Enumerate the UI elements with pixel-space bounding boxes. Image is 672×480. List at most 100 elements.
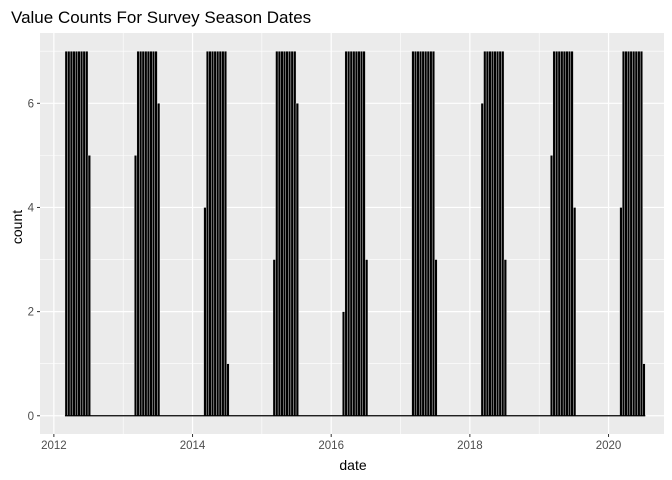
histogram-bar — [139, 51, 143, 416]
histogram-bar — [216, 51, 220, 416]
histogram-bar — [485, 51, 489, 416]
histogram-bar — [280, 51, 284, 416]
histogram-bar — [275, 51, 279, 416]
histogram-bar — [272, 259, 276, 416]
histogram-bar — [637, 51, 641, 416]
histogram-bar — [152, 51, 155, 416]
histogram-bar — [434, 259, 438, 416]
histogram-bar — [211, 51, 215, 416]
histogram-bar — [72, 51, 76, 416]
histogram-bar — [627, 51, 631, 416]
histogram-bar — [568, 51, 571, 416]
histogram-bar — [347, 51, 351, 416]
histogram-bar — [342, 311, 346, 416]
histogram-bar — [573, 207, 577, 416]
histogram-bar — [560, 51, 564, 416]
histogram-bar — [352, 51, 356, 416]
histogram-bar — [203, 207, 207, 416]
y-axis-ticks: 0 2 4 6 — [28, 98, 40, 423]
y-tick-label: 4 — [28, 202, 35, 214]
histogram-bar — [85, 51, 89, 416]
chart-title: Value Counts For Survey Season Dates — [11, 8, 311, 27]
histogram-bar — [488, 51, 492, 416]
histogram-bar — [226, 363, 230, 416]
histogram-bar — [288, 51, 292, 416]
histogram-bar — [632, 51, 636, 416]
histogram-bar — [144, 51, 148, 416]
histogram-bar — [565, 51, 569, 416]
histogram-bar — [555, 51, 559, 416]
histogram-bar — [344, 51, 348, 416]
histogram-bar — [634, 51, 638, 416]
histogram-bars — [64, 51, 646, 416]
histogram-bar — [491, 51, 494, 416]
histogram-bar — [570, 51, 574, 416]
histogram-bar — [218, 51, 222, 416]
y-tick-label: 0 — [28, 411, 34, 423]
histogram-bar — [295, 103, 299, 416]
histogram-bar — [157, 103, 161, 416]
y-tick-label: 2 — [28, 307, 34, 319]
histogram-bar — [77, 51, 81, 416]
histogram-bar — [411, 51, 415, 416]
histogram-bar — [75, 51, 78, 416]
y-tick-label: 6 — [28, 98, 34, 110]
histogram-bar — [290, 51, 294, 416]
x-tick-label: 2020 — [596, 440, 622, 452]
histogram-bar — [629, 51, 633, 416]
y-axis-title: count — [9, 210, 25, 244]
histogram-bar — [483, 51, 487, 416]
histogram-bar — [208, 51, 212, 416]
histogram-bar — [416, 51, 420, 416]
histogram-bar — [213, 51, 217, 416]
histogram-bar — [354, 51, 358, 416]
histogram-bar — [80, 51, 84, 416]
histogram-bar — [622, 51, 625, 416]
histogram-bar — [557, 51, 561, 416]
histogram-bar — [419, 51, 423, 416]
histogram-bar — [619, 207, 623, 416]
histogram-bar — [136, 51, 140, 416]
histogram-bar — [149, 51, 153, 416]
x-tick-label: 2012 — [41, 440, 67, 452]
histogram-bar — [141, 51, 145, 416]
x-tick-label: 2014 — [180, 440, 206, 452]
histogram-bar — [82, 51, 86, 416]
histogram-bar — [562, 51, 566, 416]
x-tick-label: 2018 — [457, 440, 483, 452]
x-axis-title: date — [339, 457, 366, 473]
histogram-bar — [642, 363, 646, 416]
histogram-bar — [67, 51, 71, 416]
x-tick-label: 2016 — [318, 440, 344, 452]
x-axis-ticks: 2012 2014 2016 2018 2020 — [41, 434, 621, 452]
histogram-bar — [146, 51, 150, 416]
histogram-bar — [223, 51, 227, 416]
histogram-bar — [283, 51, 286, 416]
histogram-bar — [69, 51, 73, 416]
histogram-bar — [496, 51, 500, 416]
histogram-bar — [206, 51, 209, 416]
histogram-bar — [503, 259, 507, 416]
histogram-bar — [293, 51, 297, 416]
histogram-bar — [639, 51, 643, 416]
histogram-bar — [424, 51, 428, 416]
histogram-bar — [426, 51, 430, 416]
histogram-bar — [134, 155, 138, 416]
histogram-bar — [87, 155, 91, 416]
histogram-bar — [431, 51, 435, 416]
histogram-bar — [414, 51, 417, 416]
histogram-bar — [277, 51, 281, 416]
histogram-bar — [221, 51, 225, 416]
histogram-bar — [498, 51, 502, 416]
histogram-bar — [285, 51, 289, 416]
histogram-bar — [421, 51, 425, 416]
histogram-bar — [349, 51, 353, 416]
histogram-bar — [360, 51, 363, 416]
histogram-bar — [552, 51, 556, 416]
histogram-bar — [493, 51, 497, 416]
histogram-bar — [362, 51, 366, 416]
histogram-bar — [357, 51, 361, 416]
histogram-bar — [480, 103, 484, 416]
histogram-bar — [365, 259, 369, 416]
